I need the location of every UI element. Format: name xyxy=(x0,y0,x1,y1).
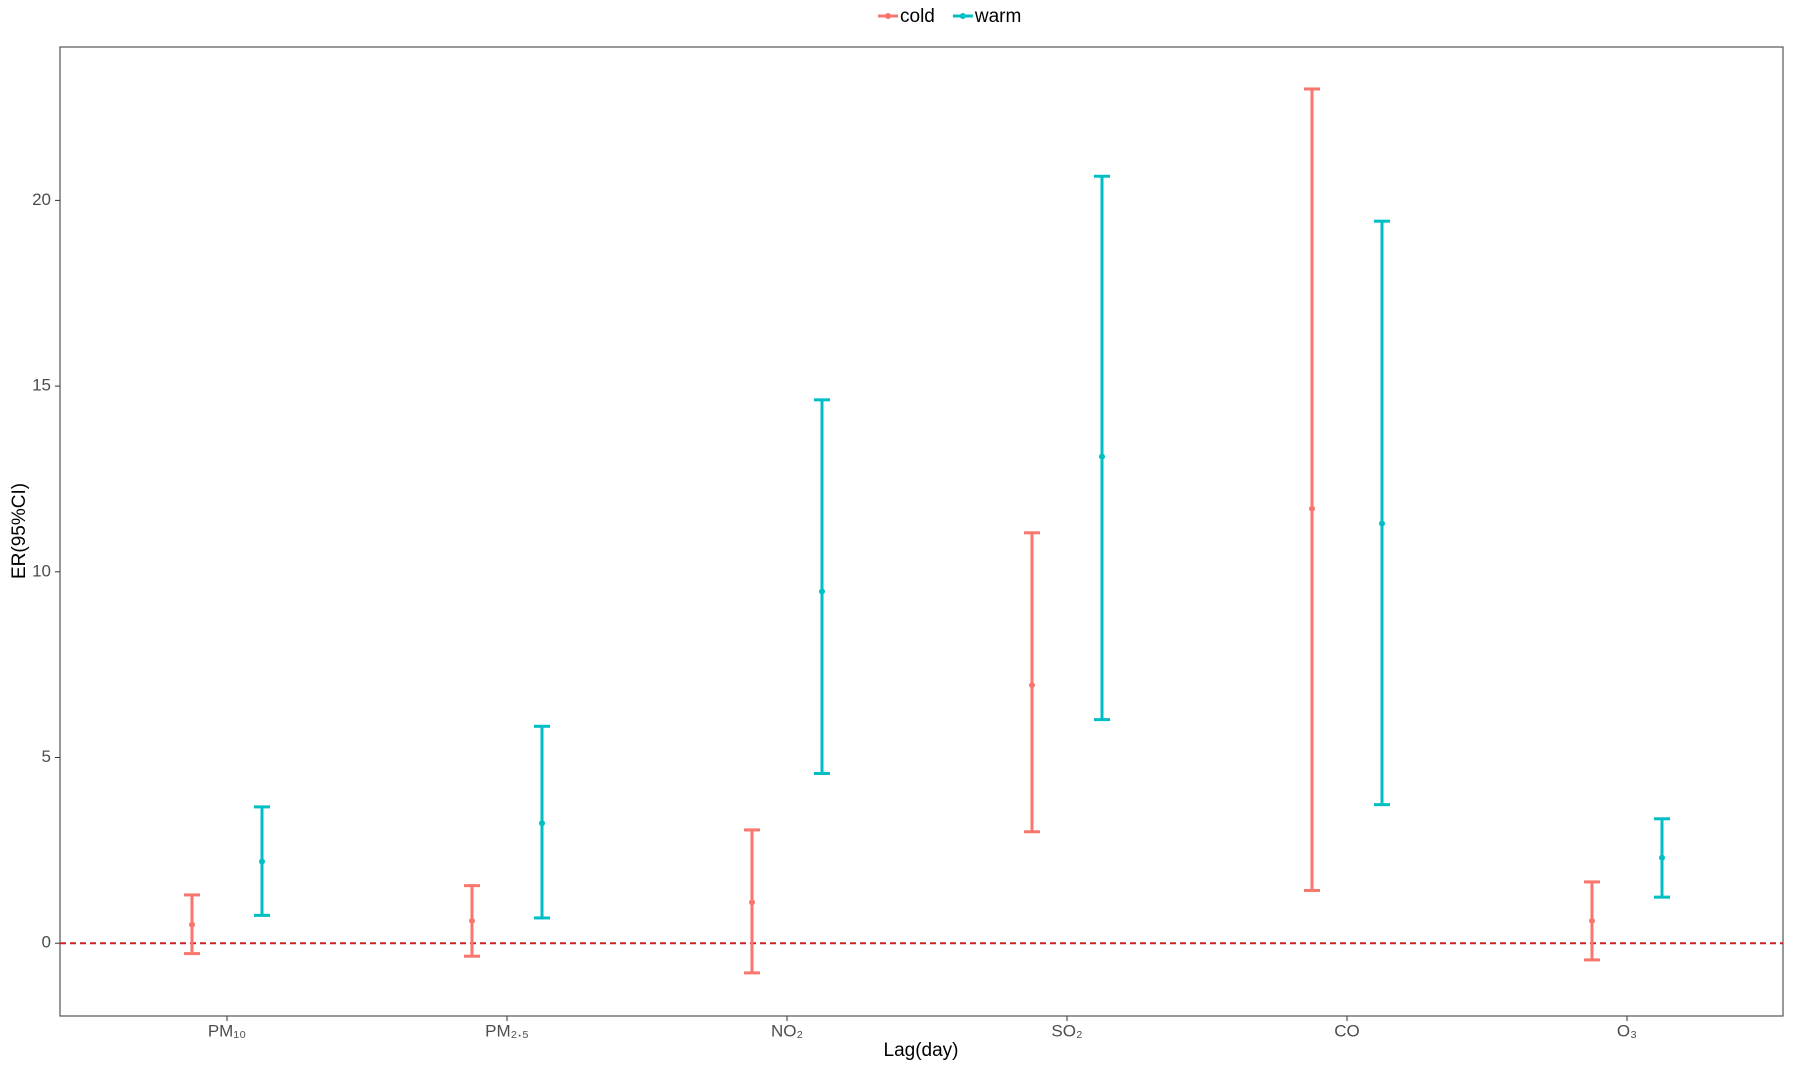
point xyxy=(1589,917,1595,924)
point xyxy=(1309,505,1315,512)
point xyxy=(539,820,545,827)
point xyxy=(819,588,825,595)
point xyxy=(189,921,195,928)
legend-key-point xyxy=(959,13,966,19)
point xyxy=(749,899,755,906)
y-tick-label: 10 xyxy=(32,561,51,580)
point xyxy=(1659,854,1665,861)
x-axis-label: Lag(day) xyxy=(884,1040,959,1061)
x-tick-label: PM₂.₅ xyxy=(485,1021,529,1040)
y-tick-label: 0 xyxy=(42,933,51,952)
legend-label: warm xyxy=(974,6,1021,27)
y-tick-label: 15 xyxy=(32,376,51,395)
point xyxy=(1099,453,1105,460)
point xyxy=(469,917,475,924)
x-tick-label: CO xyxy=(1334,1021,1360,1040)
y-tick-label: 20 xyxy=(32,190,51,209)
point xyxy=(259,858,265,865)
x-tick-label: PM₁₀ xyxy=(208,1021,246,1040)
x-tick-label: SO₂ xyxy=(1051,1021,1082,1040)
point xyxy=(1379,520,1385,527)
x-tick-label: NO₂ xyxy=(771,1021,803,1040)
y-tick-label: 5 xyxy=(42,747,51,766)
point xyxy=(1029,682,1035,689)
y-axis-label: ER(95%CI) xyxy=(9,483,30,579)
legend-key-point xyxy=(885,13,891,19)
x-tick-label: O₃ xyxy=(1617,1021,1637,1040)
plot-border xyxy=(59,46,1784,1017)
legend-label: cold xyxy=(900,6,935,27)
